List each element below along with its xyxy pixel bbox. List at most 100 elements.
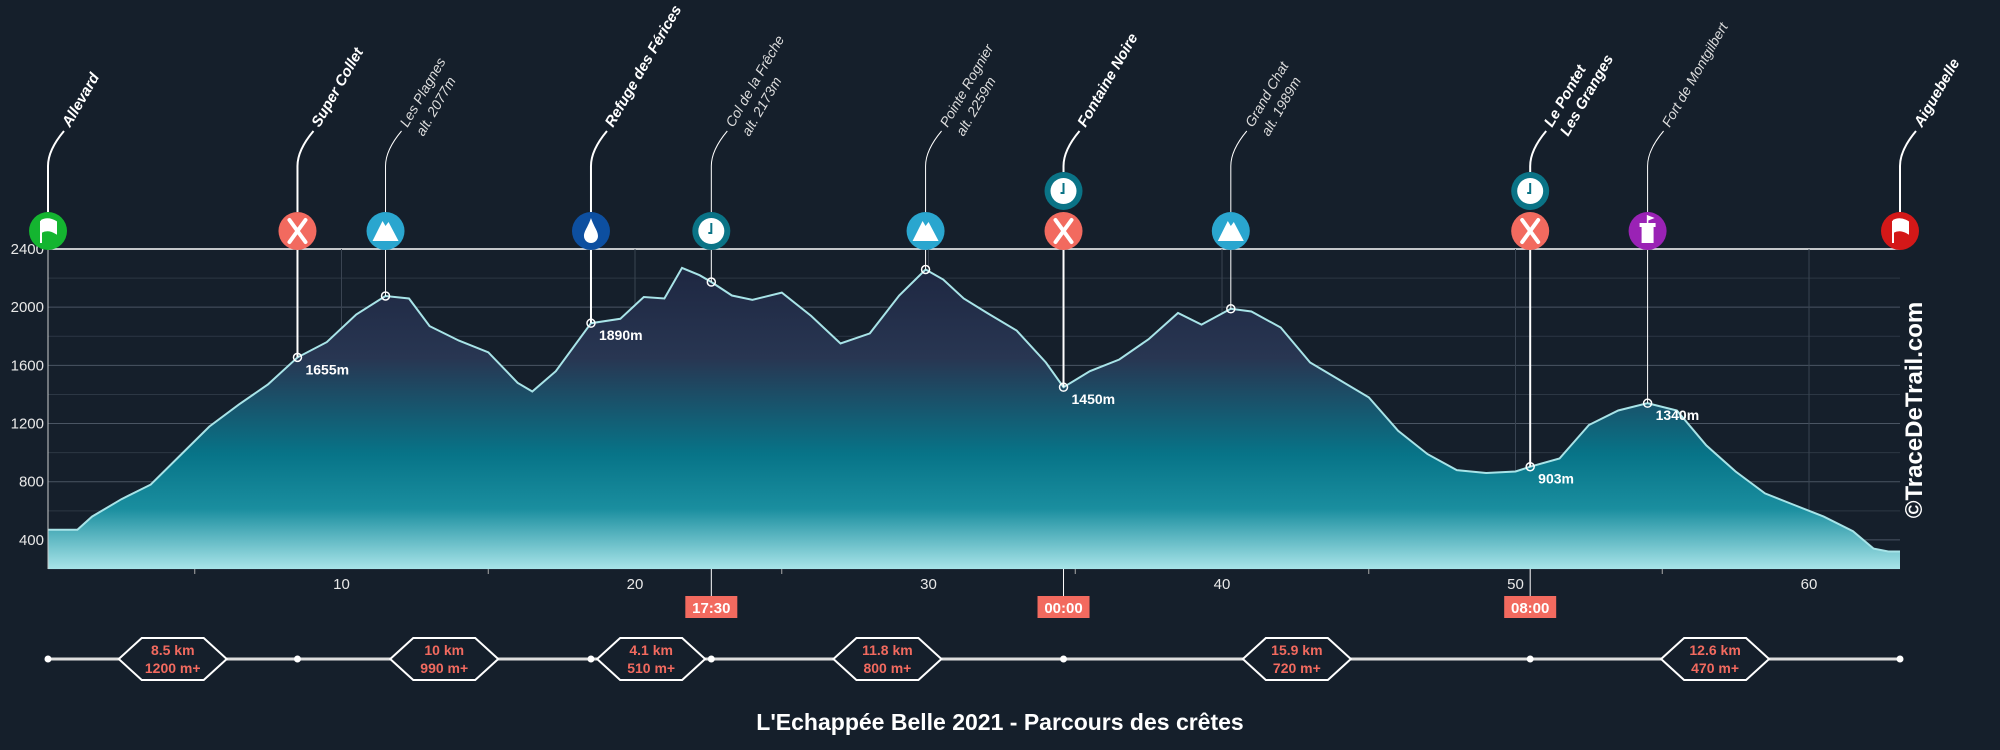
segment-dot [293, 655, 301, 663]
waypoint-point [920, 264, 931, 275]
waypoint-point [706, 277, 717, 287]
segment-hexagon [388, 637, 500, 681]
flag-glyph [40, 218, 57, 243]
waypoint-point [292, 352, 303, 363]
restaurant-icon [1511, 212, 1550, 250]
finish-flag-icon [1881, 212, 1919, 250]
mountain-icon [906, 212, 945, 250]
segment-hexagon [1659, 637, 1771, 681]
segment-gain: 470 m+ [1691, 660, 1739, 676]
segment: 12.6 km 470 m+ [1526, 637, 1771, 681]
label-leader-line [296, 130, 315, 212]
y-tick-label: 2000 [11, 299, 44, 316]
castle-glyph [1639, 223, 1656, 243]
x-tick-label: 10 [333, 576, 350, 593]
segment-hexagon [117, 637, 229, 681]
clock-hands [708, 223, 713, 234]
segment: 4.1 km 510 m+ [587, 637, 707, 681]
label-leader-line [710, 130, 728, 212]
waypoint-name: Fort de Montgilbert [1658, 19, 1731, 130]
segment-distance: 11.8 km [862, 642, 913, 658]
elevation-label: 903m [1538, 471, 1574, 487]
time-badge [1037, 596, 1090, 618]
clock-icon [1511, 172, 1550, 210]
waypoint-point [380, 291, 391, 301]
waypoint-name: Refuge des Férices [602, 2, 686, 130]
label-leader-line [1062, 130, 1081, 172]
time-label: 17:30 [692, 600, 730, 617]
water-drop-icon [571, 212, 610, 250]
label-leader-line [589, 130, 608, 212]
castle-icon [1628, 212, 1667, 250]
watermark: ©TraceDeTrail.com [1901, 302, 1928, 518]
segment-dot [587, 655, 595, 663]
segment-distance: 8.5 km [151, 642, 195, 658]
y-tick-label: 800 [19, 474, 44, 491]
y-tick-label: 1200 [11, 416, 44, 433]
x-tick-label: 50 [1507, 576, 1524, 593]
time-label: 08:00 [1511, 600, 1549, 617]
mountain-glyph [372, 221, 399, 241]
segment-hexagon [595, 637, 707, 681]
label-leader-line [925, 130, 942, 212]
segment-distance: 15.9 km [1271, 642, 1322, 658]
chart-title: L'Echappée Belle 2021 - Parcours des crê… [756, 709, 1243, 735]
fork-knife-glyph [1053, 218, 1074, 244]
waypoint-point [586, 318, 596, 328]
elevation-label: 1890m [599, 327, 643, 343]
flag-glyph [1892, 218, 1909, 243]
label-leader-line [1230, 130, 1248, 212]
elevation-line [48, 266, 1900, 553]
elevation-area [48, 267, 1900, 569]
clock-hands [1060, 183, 1065, 194]
mountain-glyph [912, 221, 939, 241]
waypoint: Fort de Montgilbert 1340m [1628, 19, 1731, 423]
clock-icon [692, 212, 731, 250]
y-tick-label: 400 [19, 532, 44, 549]
clock-hands [1527, 183, 1532, 194]
time-label: 00:00 [1044, 600, 1082, 617]
segment-dot [707, 655, 715, 663]
segment-distance: 4.1 km [629, 642, 673, 658]
time-badge [685, 596, 738, 618]
segment-gain: 510 m+ [627, 660, 675, 676]
restaurant-icon [278, 212, 317, 250]
segment: 8.5 km 1200 m+ [44, 637, 229, 681]
waypoint: Aiguebelle [1881, 56, 1963, 250]
elevation-label: 1655m [305, 361, 349, 377]
elevation-label: 1450m [1072, 391, 1116, 407]
waypoint-name: Super Collet [308, 44, 367, 130]
start-flag-icon [29, 212, 67, 250]
waypoint-name: Allevard [58, 70, 103, 131]
waypoint-point [1642, 398, 1653, 408]
label-leader-line [385, 130, 402, 212]
mountain-icon [1211, 212, 1250, 250]
mountain-glyph [1217, 221, 1244, 241]
segment: 15.9 km 720 m+ [1060, 637, 1353, 681]
waypoint-name: Aiguebelle [1910, 56, 1963, 131]
waypoint-name: Fontaine Noire [1074, 31, 1141, 130]
segment-dot [1896, 655, 1904, 663]
label-leader-line [1529, 130, 1547, 172]
fork-knife-glyph [287, 218, 308, 244]
fork-knife-glyph [1520, 218, 1541, 244]
segment-distance: 12.6 km [1689, 642, 1740, 658]
waypoint-point [1226, 304, 1236, 314]
segment-gain: 800 m+ [863, 660, 911, 676]
x-tick-label: 40 [1214, 576, 1231, 593]
segment-gain: 720 m+ [1273, 660, 1321, 676]
segment-gain: 990 m+ [420, 660, 468, 676]
segment-dot [1526, 655, 1534, 663]
segment-hexagon [831, 637, 943, 681]
label-leader-line [47, 130, 65, 212]
waypoint-point [1058, 382, 1069, 392]
segment-gain: 1200 m+ [145, 660, 201, 676]
waypoint-point [1525, 461, 1535, 472]
time-badge [1504, 596, 1557, 618]
elevation-label: 1340m [1656, 407, 1700, 423]
